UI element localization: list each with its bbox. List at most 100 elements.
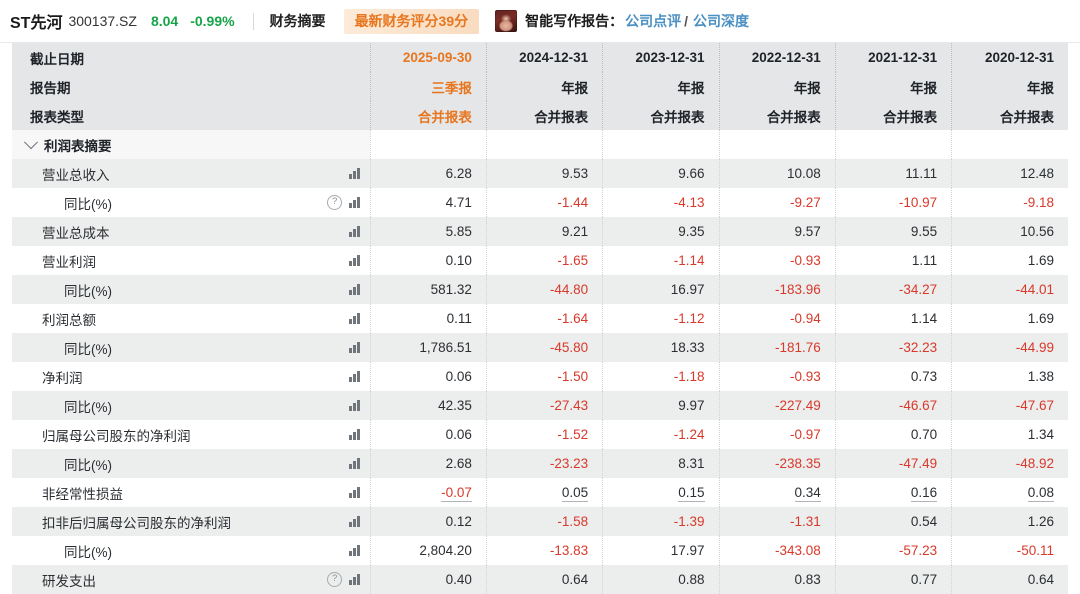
row-label: 研发支出? <box>12 565 371 594</box>
table-row[interactable]: 同比(%)? 4.71 -1.44 -4.13 -9.27 -10.97 -9.18 <box>12 188 1068 217</box>
table-row[interactable]: 同比(%) 2.68 -23.23 8.31 -238.35 -47.49 -48.92 <box>12 449 1068 478</box>
row-label-text: 净利润 <box>42 370 83 386</box>
table-row[interactable]: 同比(%) 581.32 -44.80 16.97 -183.96 -34.27 -44.0… <box>12 275 1068 304</box>
table-row[interactable]: 营业总收入 6.28 9.53 9.66 10.08 11.11 12.48 <box>12 159 1068 188</box>
header-col-5: 合并报表 <box>951 101 1068 130</box>
header-col-5: 2020-12-31 <box>951 43 1068 72</box>
section-spacer-4 <box>834 130 952 159</box>
cell-r1-c4: -10.97 <box>834 188 952 217</box>
cell-r11-c1: 0.05 <box>485 478 603 507</box>
cell-r5-c5: 1.69 <box>951 304 1068 333</box>
bar-chart-icon[interactable] <box>349 284 360 295</box>
cell-r11-c5: 0.08 <box>951 478 1068 507</box>
row-label: 营业总收入 <box>12 159 371 188</box>
cell-r2-c1: 9.21 <box>485 217 603 246</box>
table-row[interactable]: 同比(%) 1,786.51 -45.80 18.33 -181.76 -32.23 -44… <box>12 333 1068 362</box>
help-circle-icon[interactable]: ? <box>327 572 343 587</box>
cell-r11-c2: 0.15 <box>602 478 719 507</box>
table-row[interactable]: 营业总成本 5.85 9.21 9.35 9.57 9.55 10.56 <box>12 217 1068 246</box>
bar-chart-icon[interactable] <box>349 400 360 411</box>
cell-value: -1.14 <box>673 253 705 268</box>
bar-chart-icon[interactable] <box>349 371 360 382</box>
table-row[interactable]: 利润总额 0.11 -1.64 -1.12 -0.94 1.14 1.69 <box>12 304 1068 333</box>
bar-chart-icon[interactable] <box>349 197 360 208</box>
row-label-text: 营业利润 <box>42 254 96 270</box>
stock-name: ST先河 <box>10 15 63 32</box>
cell-r4-c5: -44.01 <box>951 275 1068 304</box>
cell-r8-c0: 42.35 <box>369 391 487 420</box>
cell-r3-c5: 1.69 <box>951 246 1068 275</box>
cell-value: 0.11 <box>446 311 472 326</box>
row-icons <box>349 246 360 275</box>
cell-r2-c4: 9.55 <box>834 217 952 246</box>
bar-chart-icon[interactable] <box>349 168 360 179</box>
cell-value: 8.31 <box>678 456 705 471</box>
cell-value: -1.65 <box>557 253 589 268</box>
cell-value: 9.53 <box>561 166 589 181</box>
header-col-0: 合并报表 <box>369 101 487 130</box>
cell-value: -1.58 <box>557 514 589 529</box>
table-row[interactable]: 净利润 0.06 -1.50 -1.18 -0.93 0.73 1.38 <box>12 362 1068 391</box>
row-label: 营业总成本 <box>12 217 371 246</box>
cell-value: 581.32 <box>430 282 472 297</box>
financial-score-badge[interactable]: 最新财务评分39分 <box>343 8 480 34</box>
cell-value: 1.11 <box>911 253 938 268</box>
table-row[interactable]: 归属母公司股东的净利润 0.06 -1.52 -1.24 -0.97 0.70 1.34 <box>12 420 1068 449</box>
cell-r6-c2: 18.33 <box>602 333 719 362</box>
table-row[interactable]: 同比(%) 42.35 -27.43 9.97 -227.49 -46.67 -47.67 <box>12 391 1068 420</box>
bar-chart-icon[interactable] <box>349 487 360 498</box>
header-col-0: 三季报 <box>369 72 487 101</box>
table-row[interactable]: 营业利润 0.10 -1.65 -1.14 -0.93 1.11 1.69 <box>12 246 1068 275</box>
cell-r14-c5: 0.64 <box>951 565 1068 594</box>
cell-value: 6.28 <box>445 166 472 181</box>
row-label: 利润总额 <box>12 304 371 333</box>
section-row-income-statement[interactable]: 利润表摘要 <box>12 130 1068 159</box>
tab-financial-summary[interactable]: 财务摘要 <box>269 13 326 29</box>
section-spacer-3 <box>718 130 836 159</box>
cell-r9-c1: -1.52 <box>485 420 603 449</box>
cell-r13-c1: -13.83 <box>485 536 603 565</box>
link-company-depth[interactable]: 公司深度 <box>693 13 750 29</box>
cell-value: 0.08 <box>1027 485 1054 502</box>
section-label[interactable]: 利润表摘要 <box>12 130 371 159</box>
cell-value: 0.54 <box>910 514 938 529</box>
bar-chart-icon[interactable] <box>349 574 360 585</box>
header-col-2: 2023-12-31 <box>602 43 719 72</box>
table-row[interactable]: 扣非后归属母公司股东的净利润 0.12 -1.58 -1.39 -1.31 0.54 1.2… <box>12 507 1068 536</box>
cell-value: 2.68 <box>445 456 472 471</box>
bar-chart-icon[interactable] <box>349 545 360 556</box>
cell-value: 12.48 <box>1020 166 1054 181</box>
bar-chart-icon[interactable] <box>349 255 360 266</box>
bar-chart-icon[interactable] <box>349 516 360 527</box>
help-circle-icon[interactable]: ? <box>327 195 343 210</box>
link-company-review[interactable]: 公司点评 <box>625 13 682 29</box>
cell-value: 5.85 <box>445 224 472 239</box>
cell-value: 42.35 <box>438 398 472 413</box>
cell-r0-c0: 6.28 <box>369 159 487 188</box>
cell-r4-c3: -183.96 <box>718 275 836 304</box>
chevron-down-icon[interactable] <box>23 134 39 149</box>
header-row-label: 报表类型 <box>12 101 371 130</box>
cell-r5-c2: -1.12 <box>602 304 719 333</box>
cell-r8-c2: 9.97 <box>602 391 719 420</box>
cell-value: 17.97 <box>670 543 705 558</box>
cell-r1-c5: -9.18 <box>951 188 1068 217</box>
cell-value: -181.76 <box>775 340 821 355</box>
cell-value: 0.06 <box>445 427 472 442</box>
bar-chart-icon[interactable] <box>349 458 360 469</box>
table-row[interactable]: 研发支出? 0.40 0.64 0.88 0.83 0.77 0.64 <box>12 565 1068 594</box>
bar-chart-icon[interactable] <box>349 226 360 237</box>
cell-r5-c3: -0.94 <box>718 304 836 333</box>
bar-chart-icon[interactable] <box>349 429 360 440</box>
cell-value: -45.80 <box>549 340 589 355</box>
cell-r1-c0: 4.71 <box>369 188 487 217</box>
bar-chart-icon[interactable] <box>349 313 360 324</box>
cell-r10-c1: -23.23 <box>485 449 603 478</box>
table-row[interactable]: 同比(%) 2,804.20 -13.83 17.97 -343.08 -57.23 -50… <box>12 536 1068 565</box>
bar-chart-icon[interactable] <box>349 342 360 353</box>
row-label: 同比(%)? <box>12 188 371 217</box>
cell-value: -47.67 <box>1015 398 1054 413</box>
row-label-text: 利润总额 <box>42 312 96 328</box>
table-row[interactable]: 非经常性损益 -0.07 0.05 0.15 0.34 0.16 0.08 <box>12 478 1068 507</box>
cell-value: -1.64 <box>557 311 589 326</box>
